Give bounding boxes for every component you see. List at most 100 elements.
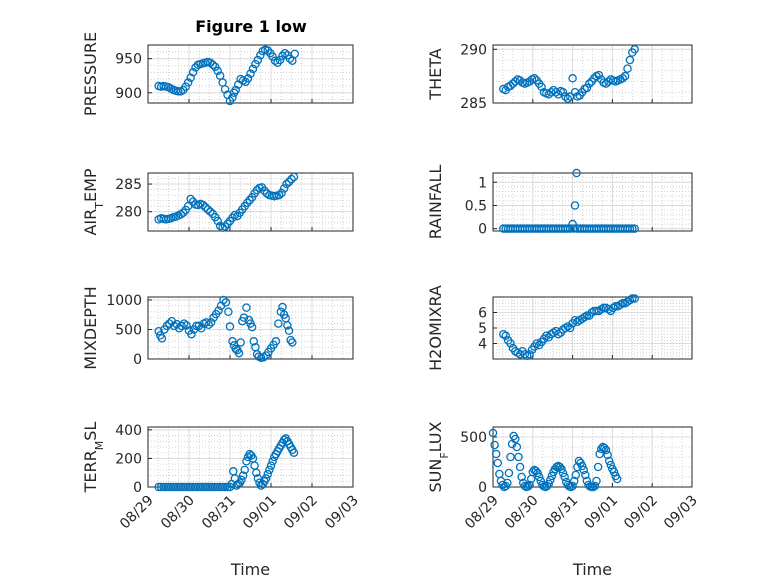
- data-point: [491, 449, 501, 459]
- data-point: [593, 462, 603, 472]
- data-point: [525, 480, 534, 490]
- y-tick-label: 400: [115, 423, 142, 439]
- data-point: [612, 474, 622, 484]
- data-point: [504, 468, 514, 478]
- data-point: [289, 172, 299, 182]
- data-point: [208, 60, 218, 70]
- data-point: [273, 58, 282, 67]
- y-axis-label: SUNFLUX: [426, 421, 451, 492]
- series-points: [154, 434, 299, 492]
- data-point: [266, 461, 276, 470]
- data-point: [220, 85, 230, 94]
- data-point: [517, 472, 526, 482]
- x-tick-label: 09/02: [281, 493, 321, 533]
- data-point: [183, 78, 193, 87]
- y-tick-label: 6: [478, 306, 487, 322]
- data-point: [544, 479, 553, 489]
- data-point: [278, 302, 287, 312]
- data-point: [240, 465, 250, 475]
- y-axis-label: PRESSURE: [81, 32, 100, 116]
- data-point: [590, 481, 600, 491]
- x-axis-label: Time: [230, 560, 270, 579]
- y-axis-label: THETA: [426, 48, 445, 100]
- data-point: [243, 74, 253, 83]
- subplot-mixdepth: 0 500 1000 MIXDEPTH: [81, 286, 354, 370]
- data-point: [251, 468, 261, 477]
- data-point: [214, 306, 223, 315]
- data-point: [249, 337, 259, 346]
- data-point: [546, 475, 555, 485]
- data-point: [592, 306, 601, 316]
- data-point: [201, 318, 211, 327]
- data-point: [179, 208, 188, 218]
- data-point: [506, 339, 515, 348]
- axes-box: [147, 296, 354, 360]
- data-point: [552, 462, 561, 472]
- subplot-h2omixra: 456 H2OMIXRA: [426, 285, 693, 371]
- data-point: [601, 79, 611, 88]
- data-point: [628, 224, 637, 233]
- data-point: [604, 456, 614, 466]
- x-tick-label: 08/30: [502, 493, 542, 533]
- data-point: [515, 462, 525, 472]
- y-axis-label: TERRMSL: [81, 422, 106, 494]
- data-point: [261, 474, 271, 483]
- x-tick-label: 08/30: [158, 493, 198, 533]
- y-tick-label: 280: [115, 205, 142, 221]
- x-tick-label: 09/03: [661, 493, 701, 533]
- data-point: [197, 324, 206, 333]
- data-point: [609, 467, 619, 477]
- data-point: [568, 481, 577, 491]
- data-point: [488, 428, 498, 438]
- data-point: [263, 469, 272, 479]
- series-points: [499, 45, 639, 103]
- data-point: [285, 54, 295, 63]
- data-point: [595, 449, 604, 459]
- x-tick-label: 08/29: [117, 493, 157, 533]
- data-point: [271, 337, 281, 346]
- x-axis-label: Time: [572, 560, 612, 579]
- x-tick-label: 08/31: [199, 493, 239, 533]
- data-point: [563, 94, 573, 103]
- data-point: [228, 213, 237, 222]
- data-point: [558, 88, 568, 97]
- data-point: [284, 177, 294, 187]
- data-point: [242, 303, 251, 312]
- data-point: [508, 79, 518, 88]
- series-points: [154, 172, 299, 232]
- data-point: [280, 48, 290, 58]
- series-points: [499, 294, 639, 361]
- axes-box: [492, 44, 693, 104]
- y-tick-label: 0: [133, 480, 142, 496]
- y-tick-label: 0.5: [465, 198, 487, 214]
- data-point: [225, 322, 235, 331]
- y-tick-label: 500: [115, 322, 142, 338]
- data-point: [490, 440, 499, 450]
- data-point: [594, 70, 604, 80]
- data-point: [511, 434, 520, 444]
- data-point: [534, 472, 544, 482]
- series-points: [488, 428, 622, 492]
- data-point: [239, 313, 249, 322]
- data-point: [625, 55, 635, 65]
- subplot-air_temp: 280 285 AIRTEMP: [81, 168, 354, 236]
- data-point: [630, 45, 639, 54]
- data-point: [228, 337, 237, 346]
- series-points: [154, 45, 300, 106]
- data-point: [514, 452, 523, 462]
- x-tick-label: 08/31: [542, 493, 582, 533]
- y-tick-label: 285: [460, 96, 487, 112]
- y-tick-label: 5: [478, 321, 487, 337]
- data-point: [558, 468, 568, 478]
- data-point: [520, 481, 530, 491]
- data-point: [174, 87, 183, 96]
- data-point: [228, 93, 237, 102]
- data-point: [270, 56, 280, 65]
- data-point: [279, 184, 289, 193]
- figure-title: Figure 1 low: [195, 17, 307, 36]
- data-point: [224, 307, 233, 317]
- axes-box: [147, 44, 354, 104]
- y-tick-label: 900: [115, 86, 142, 102]
- y-tick-label: 1000: [106, 293, 142, 309]
- data-point: [525, 350, 534, 359]
